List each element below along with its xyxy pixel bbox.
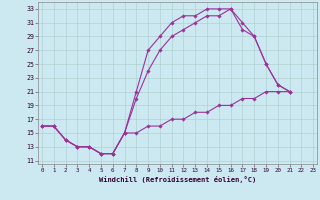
X-axis label: Windchill (Refroidissement éolien,°C): Windchill (Refroidissement éolien,°C) — [99, 176, 256, 183]
